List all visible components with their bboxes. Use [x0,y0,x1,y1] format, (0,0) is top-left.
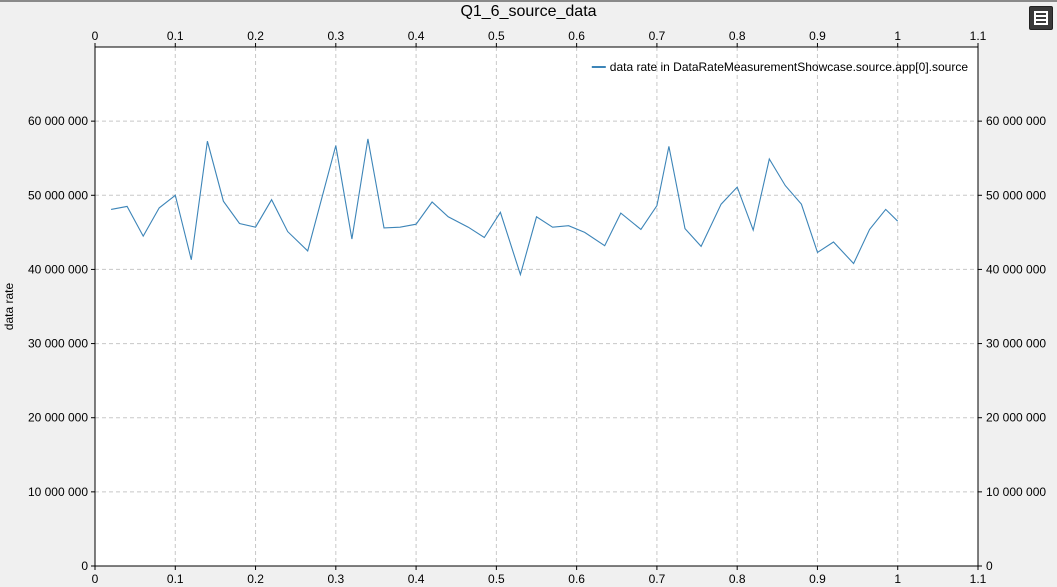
y-tick-label: 10 000 000 [28,485,88,499]
x-tick-label: 1 [894,572,901,586]
y-tick-label-right: 40 000 000 [986,262,1046,276]
x-tick-label: 0.6 [568,572,585,586]
y-tick-label-right: 30 000 000 [986,337,1046,351]
legend-entry-label: data rate in DataRateMeasurementShowcase… [610,60,969,74]
x-tick-label: 0.3 [327,572,344,586]
x-tick-label-top: 0.7 [649,29,666,43]
grid-lines [95,47,978,566]
y-tick-label: 30 000 000 [28,337,88,351]
y-tick-label-right: 20 000 000 [986,411,1046,425]
plot-background [95,47,978,566]
x-tick-label-top: 0 [92,29,99,43]
x-tick-label: 0.5 [488,572,505,586]
x-tick-label-top: 1.1 [970,29,987,43]
list-icon [1034,11,1048,25]
x-tick-label: 0.2 [247,572,264,586]
x-tick-label: 0.9 [809,572,826,586]
series-layer [110,138,899,277]
x-tick-label-top: 0.3 [327,29,344,43]
y-tick-label-right: 0 [986,559,993,573]
y-tick-label-right: 50 000 000 [986,188,1046,202]
x-tick-label: 1.1 [970,572,987,586]
x-tick-label-top: 0.1 [167,29,184,43]
series-line-0 [110,138,899,277]
y-axis-label: data rate [2,282,16,330]
y-tick-label: 40 000 000 [28,262,88,276]
x-tick-label: 0 [92,572,99,586]
x-tick-label-top: 0.6 [568,29,585,43]
x-tick-label: 0.4 [408,572,425,586]
x-tick-label-top: 0.4 [408,29,425,43]
chart-title: Q1_6_source_data [460,3,597,20]
x-tick-label-top: 0.9 [809,29,826,43]
y-tick-label: 60 000 000 [28,114,88,128]
x-tick-label: 0.8 [729,572,746,586]
y-tick-label: 0 [81,559,88,573]
legend-toggle-button[interactable] [1029,6,1053,30]
y-tick-label: 50 000 000 [28,188,88,202]
x-tick-label: 0.7 [649,572,666,586]
y-tick-label-right: 60 000 000 [986,114,1046,128]
x-tick-label: 0.1 [167,572,184,586]
y-tick-label: 20 000 000 [28,411,88,425]
x-tick-label-top: 1 [894,29,901,43]
plot-area [94,46,979,567]
x-tick-label-top: 0.5 [488,29,505,43]
axis-ticks: 000.10.10.20.20.30.30.40.40.50.50.60.60.… [28,29,1046,586]
y-tick-label-right: 10 000 000 [986,485,1046,499]
x-tick-label-top: 0.2 [247,29,264,43]
legend: data rate in DataRateMeasurementShowcase… [591,60,969,74]
x-tick-label-top: 0.8 [729,29,746,43]
